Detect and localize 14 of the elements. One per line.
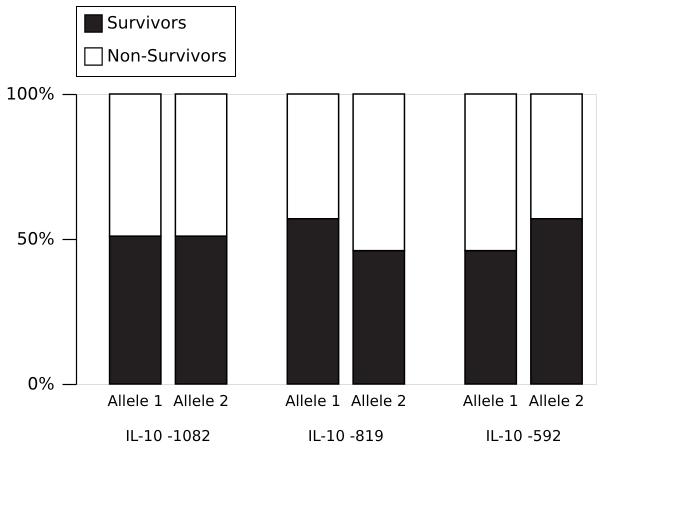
- text: IL-10 -592: [486, 427, 562, 445]
- legend-label: Non-Survivors: [107, 46, 227, 66]
- x-tick-label: Allele 2: [528, 392, 584, 410]
- x-tick-label: Allele 2: [351, 392, 407, 410]
- y-tick-label: 50%: [16, 230, 54, 250]
- text: IL-10 -1082: [125, 427, 211, 445]
- text: IL-10 -819: [308, 427, 384, 445]
- x-tick-label: Allele 1: [285, 392, 341, 410]
- x-tick-label: Allele 1: [462, 392, 518, 410]
- legend-label: Survivors: [107, 14, 187, 34]
- x-tick-label: Allele 2: [173, 392, 229, 410]
- y-tick-label: 100%: [6, 84, 54, 104]
- x-tick-label: Allele 1: [107, 392, 164, 410]
- y-tick-label: 0%: [28, 374, 54, 394]
